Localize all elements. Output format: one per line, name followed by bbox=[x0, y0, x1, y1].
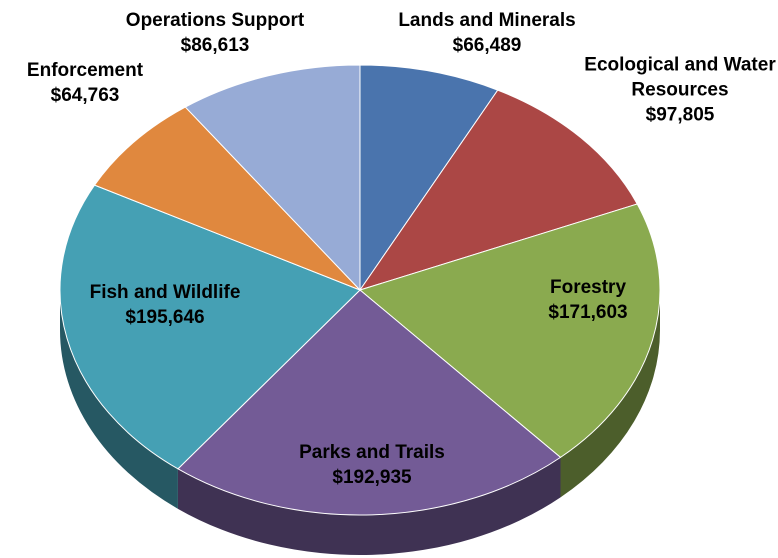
value-label: $171,603 bbox=[548, 302, 628, 323]
slice-label: Operations Support $86,613 bbox=[95, 8, 335, 58]
value-label: $86,613 bbox=[180, 35, 250, 56]
category-name: Ecological and Water Resources bbox=[584, 54, 776, 101]
slice-label: Ecological and Water Resources $97,805 bbox=[580, 53, 778, 128]
pie-slice bbox=[359, 64, 499, 292]
value-label: $192,935 bbox=[332, 467, 412, 488]
category-name: Fish and Wildlife bbox=[89, 282, 241, 303]
category-name: Parks and Trails bbox=[299, 442, 445, 463]
slice-label: Lands and Minerals $66,489 bbox=[367, 8, 607, 58]
slice-side bbox=[60, 290, 178, 509]
slice-label: Fish and Wildlife $195,646 bbox=[55, 280, 275, 330]
pie-slice bbox=[358, 203, 661, 458]
value-label: $64,763 bbox=[50, 85, 120, 106]
category-name: Enforcement bbox=[26, 60, 144, 81]
value-label: $66,489 bbox=[452, 35, 522, 56]
slice-label: Parks and Trails $192,935 bbox=[262, 440, 482, 490]
slice-label: Forestry $171,603 bbox=[508, 275, 668, 325]
category-name: Lands and Minerals bbox=[398, 10, 576, 31]
value-label: $195,646 bbox=[125, 307, 205, 328]
category-name: Forestry bbox=[549, 277, 627, 298]
pie-slice bbox=[93, 106, 361, 291]
category-name: Operations Support bbox=[125, 10, 305, 31]
pie-slice bbox=[184, 64, 361, 292]
pie-slice bbox=[358, 89, 638, 291]
slice-side bbox=[560, 290, 660, 498]
slice-side bbox=[177, 457, 561, 555]
pie-slice bbox=[59, 184, 361, 470]
pie-slice bbox=[177, 289, 562, 516]
slice-label: Enforcement $64,763 bbox=[0, 58, 175, 108]
value-label: $97,805 bbox=[645, 104, 715, 126]
